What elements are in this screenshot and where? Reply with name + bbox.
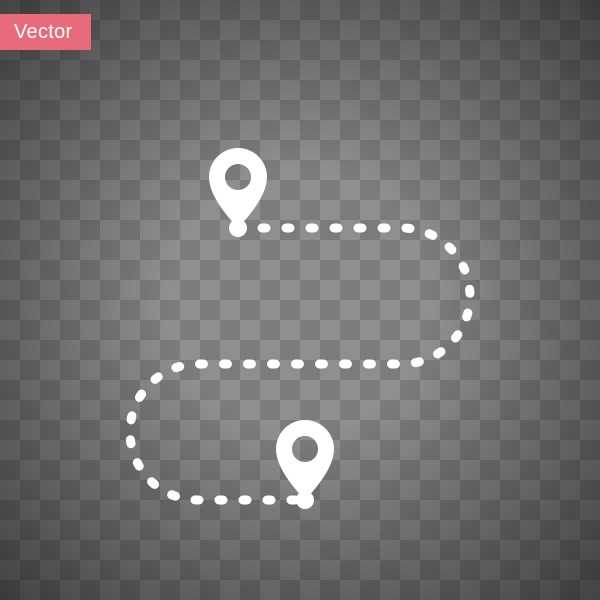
vector-badge-label: Vector: [14, 21, 73, 43]
map-pin-end-icon: [276, 420, 334, 509]
stage: Vector: [0, 0, 600, 600]
vector-badge: Vector: [0, 14, 91, 50]
map-pin-start-icon: [209, 148, 267, 237]
route-location-icon: [0, 0, 600, 600]
